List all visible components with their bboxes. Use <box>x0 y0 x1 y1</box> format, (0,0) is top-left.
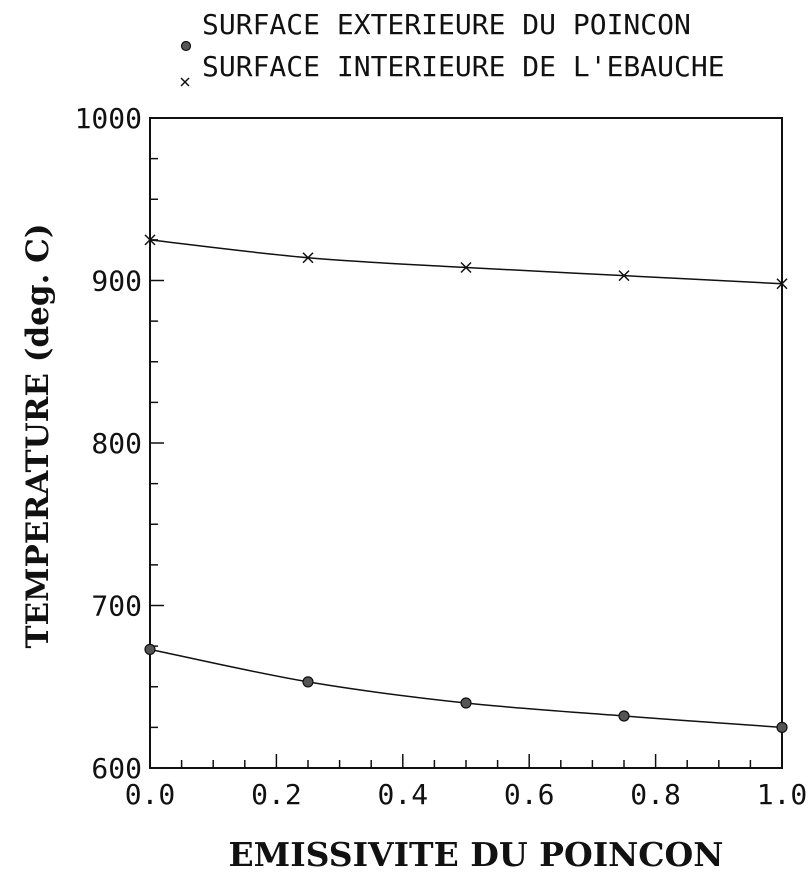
legend: SURFACE EXTERIEURE DU POINCON SURFACE IN… <box>180 8 725 87</box>
x-tick-label: 0.6 <box>504 778 555 811</box>
cross-stroke <box>776 278 788 290</box>
data-point-circle <box>618 710 630 722</box>
series-line-0 <box>149 648 783 729</box>
x-axis: 0.0 0.2 0.4 0.6 0.8 1.0 <box>125 754 808 811</box>
data-point-cross <box>460 261 472 274</box>
series-layer <box>144 234 788 733</box>
y-tick-label: 800 <box>91 427 142 460</box>
cross-stroke <box>302 252 314 264</box>
legend-label-interieure: SURFACE INTERIEURE DE L'EBAUCHE <box>202 50 725 83</box>
x-tick-label: 0.4 <box>378 778 429 811</box>
legend-label-exterieure: SURFACE EXTERIEURE DU POINCON <box>202 8 691 41</box>
plot-frame <box>149 117 783 769</box>
x-tick-label: 0.0 <box>125 778 176 811</box>
data-point-circle <box>460 697 472 709</box>
y-tick-label: 600 <box>91 752 142 785</box>
data-point-cross <box>144 234 156 246</box>
x-tick-label: 0.2 <box>251 778 302 811</box>
x-tick-label: 1.0 <box>757 778 808 811</box>
cross-stroke <box>460 261 472 274</box>
data-point-circle <box>144 643 156 655</box>
cross-stroke <box>618 270 630 282</box>
series-line-1 <box>149 239 783 285</box>
data-point-cross <box>776 278 788 290</box>
data-point-circle <box>776 721 788 733</box>
y-tick-label: 1000 <box>75 102 142 135</box>
y-tick-label: 700 <box>91 590 142 623</box>
y-axis: 600 700 800 900 1000 <box>75 102 164 785</box>
data-point-cross <box>302 252 314 264</box>
y-tick-label: 900 <box>91 265 142 298</box>
data-point-circle <box>302 676 314 688</box>
legend-marker-circle <box>180 40 192 52</box>
plot-area <box>149 117 783 769</box>
cross-stroke <box>144 234 156 246</box>
legend-marker-cross <box>180 77 190 87</box>
y-axis-title: TEMPERATURE (deg. C) <box>20 223 56 648</box>
x-axis-title: EMISSIVITE DU POINCON <box>229 835 724 874</box>
data-point-cross <box>618 270 630 282</box>
x-tick-label: 0.8 <box>630 778 681 811</box>
